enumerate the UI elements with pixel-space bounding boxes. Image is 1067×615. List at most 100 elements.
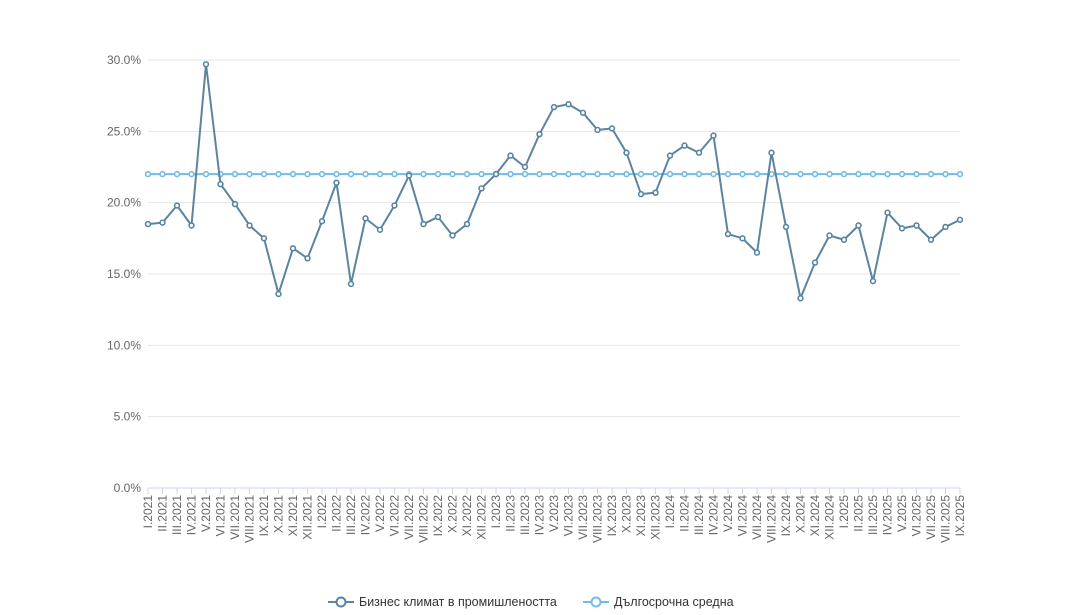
x-tick-label: VII.2024 <box>750 495 764 540</box>
x-tick-label: VIII.2021 <box>243 495 257 543</box>
data-point <box>507 170 514 178</box>
data-point <box>623 170 630 178</box>
x-tick-label: VI.2021 <box>214 495 228 537</box>
x-tick-label: IV.2023 <box>533 495 547 536</box>
x-tick-label: IV.2021 <box>185 495 199 536</box>
x-tick-label: XI.2024 <box>808 495 822 537</box>
x-tick-label: VII.2022 <box>402 495 416 540</box>
data-point <box>855 170 862 178</box>
data-point <box>681 170 688 178</box>
data-point <box>434 213 442 221</box>
x-tick-label: V.2021 <box>199 495 213 532</box>
data-point <box>521 170 529 178</box>
data-point <box>565 101 572 108</box>
data-point <box>449 232 456 239</box>
legend-label: Бизнес климат в промишлеността <box>359 595 557 609</box>
data-point <box>231 170 239 178</box>
data-point <box>246 222 253 229</box>
data-point <box>956 170 964 178</box>
data-point <box>246 170 253 178</box>
series-line <box>147 63 961 300</box>
legend-marker <box>590 596 602 608</box>
data-point <box>420 170 427 178</box>
data-point <box>942 170 949 178</box>
legend-item-0[interactable]: Бизнес климат в промишлеността <box>328 595 557 609</box>
data-point <box>159 170 166 178</box>
data-point <box>434 170 442 178</box>
x-tick-label: III.2023 <box>518 495 532 535</box>
x-tick-label: VII.2023 <box>576 495 590 540</box>
x-tick-label: III.2022 <box>344 495 358 535</box>
x-tick-label: IX.2024 <box>779 495 793 537</box>
y-axis-ticks: 0.0% 5.0% 10.0% 15.0% 20.0% 25.0% 30.0% <box>107 53 141 495</box>
data-point <box>637 170 645 178</box>
data-point <box>710 170 717 178</box>
data-point <box>173 170 181 178</box>
data-point <box>463 170 471 178</box>
data-point <box>333 170 340 178</box>
data-point <box>637 190 645 198</box>
x-tick-label: II.2022 <box>330 495 344 532</box>
x-tick-label: X.2024 <box>794 495 808 533</box>
data-point <box>173 202 181 209</box>
x-tick-label: III.2021 <box>170 495 184 535</box>
x-tick-label: VI.2025 <box>910 495 924 537</box>
x-tick-label: III.2025 <box>866 495 880 535</box>
x-tick-label: VIII.2025 <box>939 495 953 543</box>
data-point <box>391 170 398 178</box>
data-point <box>507 152 514 159</box>
data-point <box>956 216 964 223</box>
data-point <box>188 222 195 229</box>
data-point <box>420 220 427 228</box>
legend[interactable]: Бизнес климат в промишлеността Дългосрочн… <box>328 595 734 609</box>
data-point <box>913 170 920 178</box>
data-point <box>260 235 268 242</box>
x-tick-label: XI.2021 <box>286 495 300 537</box>
data-point <box>405 172 413 179</box>
legend-item-1[interactable]: Дългосрочна средна <box>583 595 734 609</box>
x-tick-label: IX.2021 <box>257 495 271 537</box>
data-point <box>594 170 601 178</box>
x-tick-label: I.2023 <box>489 495 503 529</box>
series-1 <box>144 170 964 178</box>
data-point <box>202 61 210 68</box>
data-point <box>695 170 703 178</box>
data-point <box>202 170 210 178</box>
x-tick-label: IX.2022 <box>431 495 445 537</box>
data-point <box>347 170 355 178</box>
data-point <box>898 225 906 232</box>
data-point <box>536 130 543 138</box>
x-axis: I.2021 II.2021 III.2021 IV.2021 V.2021 VI.202… <box>141 487 967 543</box>
data-point <box>333 179 340 186</box>
data-point <box>260 170 268 178</box>
y-tick-label: 15.0% <box>107 267 141 281</box>
data-point <box>550 170 558 178</box>
data-point <box>869 277 877 285</box>
data-point <box>826 170 833 178</box>
data-point <box>362 215 369 222</box>
data-point <box>521 163 529 171</box>
x-tick-label: II.2025 <box>852 495 866 532</box>
data-point <box>666 152 674 159</box>
x-tick-label: VI.2022 <box>388 495 402 537</box>
x-tick-label: IX.2025 <box>953 495 967 537</box>
data-point <box>869 170 877 178</box>
x-tick-label: V.2025 <box>895 495 909 532</box>
x-tick-label: XII.2021 <box>301 495 315 540</box>
y-tick-label: 0.0% <box>114 481 142 495</box>
data-point <box>826 232 833 239</box>
data-point <box>623 149 630 156</box>
data-point <box>536 170 543 178</box>
data-point <box>376 170 384 178</box>
y-tick-label: 30.0% <box>107 53 141 67</box>
data-point <box>594 126 601 134</box>
grid-lines <box>148 59 960 418</box>
x-tick-label: VIII.2022 <box>417 495 431 543</box>
data-point <box>942 223 949 231</box>
data-point <box>710 132 717 139</box>
data-point <box>666 170 674 178</box>
x-tick-label: II.2023 <box>504 495 518 532</box>
data-point <box>463 220 471 228</box>
y-tick-label: 10.0% <box>107 338 141 352</box>
